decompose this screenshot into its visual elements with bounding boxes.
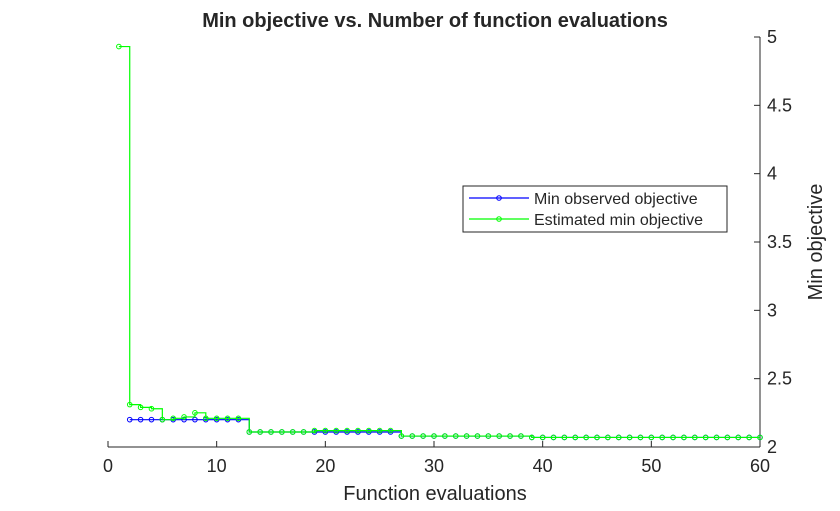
y-tick-label: 3 xyxy=(767,300,777,320)
data-point xyxy=(702,434,709,441)
x-tick-label: 0 xyxy=(103,456,113,476)
data-point xyxy=(257,429,263,435)
data-point xyxy=(605,434,611,441)
data-point xyxy=(366,427,372,434)
legend-marker-1 xyxy=(496,195,502,201)
data-point xyxy=(626,434,633,441)
data-point xyxy=(246,429,253,435)
data-point xyxy=(181,414,187,420)
data-point xyxy=(615,434,622,441)
data-point xyxy=(594,434,600,441)
data-point xyxy=(561,434,568,441)
data-point xyxy=(333,427,340,434)
data-point xyxy=(344,427,350,434)
y-tick-label: 2.5 xyxy=(767,369,792,389)
data-point xyxy=(463,433,470,439)
data-point xyxy=(757,434,763,441)
data-point xyxy=(518,433,524,439)
legend: Min observed objective Estimated min obje… xyxy=(462,185,728,233)
data-point xyxy=(496,433,503,439)
data-point xyxy=(692,434,698,441)
data-point xyxy=(322,427,329,434)
y-tick-label: 3.5 xyxy=(767,232,792,252)
data-point xyxy=(224,415,231,422)
data-point xyxy=(713,434,720,441)
x-axis-label: Function evaluations xyxy=(343,483,526,505)
data-point xyxy=(159,416,166,423)
legend-label-1: Min observed objective xyxy=(534,191,698,208)
x-tick-label: 30 xyxy=(424,456,444,476)
data-point xyxy=(659,434,666,441)
data-point xyxy=(637,434,644,441)
data-point xyxy=(387,427,394,434)
data-point xyxy=(300,429,307,435)
data-point xyxy=(376,427,383,434)
data-point xyxy=(148,416,155,423)
data-point xyxy=(170,415,176,422)
data-point xyxy=(355,427,361,434)
data-point xyxy=(213,415,220,422)
x-tick-label: 60 xyxy=(750,456,770,476)
data-point xyxy=(137,404,144,411)
data-point xyxy=(670,434,676,441)
series-line xyxy=(129,419,760,439)
axes: 0 10 20 30 40 50 602 2.5 3 3.5 4 4.5 5 xyxy=(103,27,792,476)
data-point xyxy=(724,434,731,441)
y-tick-label: 2 xyxy=(767,437,777,457)
data-point xyxy=(116,43,122,50)
data-point xyxy=(126,416,133,423)
plot-area xyxy=(116,43,763,441)
data-point xyxy=(235,415,242,422)
data-point xyxy=(529,434,535,441)
data-point xyxy=(431,433,437,439)
chart-title: Min objective vs. Number of function eva… xyxy=(202,10,668,32)
data-point xyxy=(735,434,742,441)
data-point xyxy=(279,429,285,435)
y-tick-label: 4 xyxy=(767,164,777,184)
y-axis-label: Min objective xyxy=(805,184,827,301)
data-point xyxy=(289,429,296,435)
x-tick-label: 20 xyxy=(315,456,335,476)
series-line xyxy=(118,45,760,439)
data-point xyxy=(148,405,155,412)
data-point xyxy=(648,434,655,441)
data-point xyxy=(583,434,589,441)
data-point xyxy=(746,434,752,441)
data-point xyxy=(203,415,209,422)
data-point xyxy=(550,434,557,441)
x-tick-label: 50 xyxy=(641,456,661,476)
data-point xyxy=(485,433,492,439)
y-tick-label: 5 xyxy=(767,27,777,47)
y-tick-label: 4.5 xyxy=(767,95,792,115)
x-tick-label: 40 xyxy=(533,456,553,476)
data-point xyxy=(442,433,448,439)
data-point xyxy=(507,433,513,439)
legend-box xyxy=(462,185,728,233)
legend-label-2: Estimated min objective xyxy=(534,212,703,229)
data-point xyxy=(409,433,416,439)
data-point xyxy=(681,434,687,441)
data-point xyxy=(137,416,144,423)
data-point xyxy=(539,434,546,441)
data-point xyxy=(572,434,579,441)
data-point xyxy=(268,429,274,435)
x-tick-label: 10 xyxy=(207,456,227,476)
data-point xyxy=(126,401,133,408)
data-point xyxy=(192,410,198,416)
legend-marker-2 xyxy=(496,216,502,222)
series-2 xyxy=(116,43,763,441)
data-point xyxy=(398,433,405,439)
data-point xyxy=(311,427,318,434)
data-point xyxy=(452,433,459,439)
data-point xyxy=(474,433,481,439)
data-point xyxy=(420,433,426,439)
